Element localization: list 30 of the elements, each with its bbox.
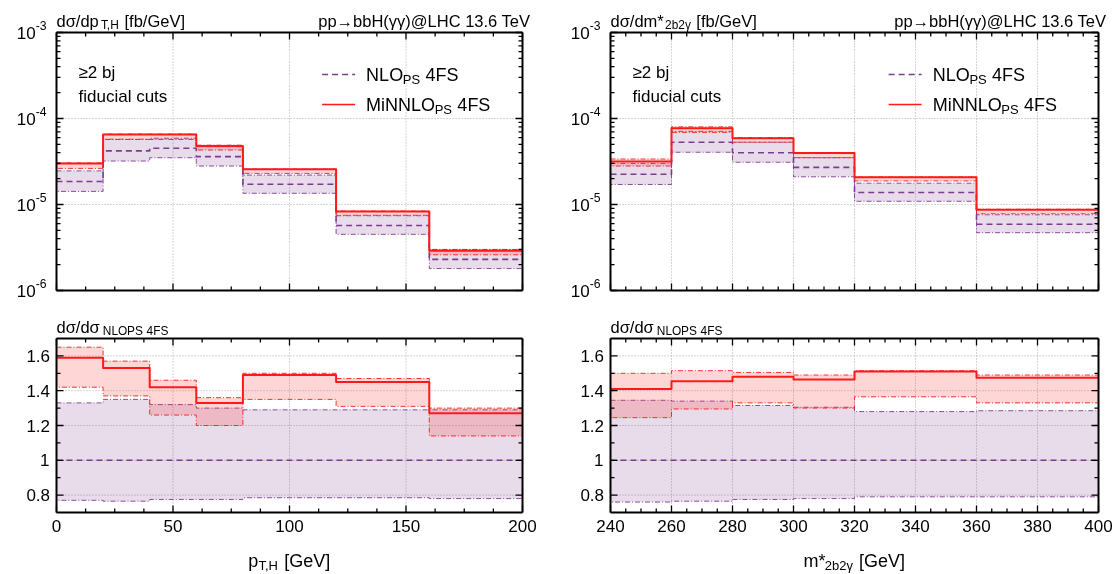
x-tick-label: 150 [391,516,421,536]
annotation: fiducial cuts [632,87,722,106]
x-tick-label: 280 [718,516,747,536]
annotation: ≥2 bj [78,63,116,82]
x-tick-label: 240 [596,516,625,536]
y-tick-label: 1.2 [580,416,605,436]
annotation: fiducial cuts [78,87,168,106]
annotation: ≥2 bj [632,63,670,82]
x-tick-label: 0 [51,516,62,536]
y-tick-label: 1.2 [26,416,51,436]
x-tick-label: 380 [1023,516,1052,536]
y-tick-label: 0.8 [580,486,605,506]
y-tick-label: 1 [39,451,50,471]
y-tick-label: 1.6 [580,346,605,366]
x-tick-label: 320 [840,516,869,536]
x-tick-label: 360 [962,516,991,536]
y-tick-label: 1.4 [580,381,605,401]
x-tick-label: 260 [657,516,686,536]
y-tick-label: 1.4 [26,381,51,401]
x-tick-label: 340 [901,516,930,536]
chart-title: pp→bbH(γγ)@LHC 13.6 TeV [318,11,531,30]
y-tick-label: 0.8 [26,486,51,506]
x-tick-label: 400 [1084,516,1113,536]
y-tick-label: 1.6 [26,346,51,366]
y-tick-label: 1 [593,451,604,471]
x-tick-label: 200 [508,516,537,536]
chart-title: pp→bbH(γγ)@LHC 13.6 TeV [894,11,1107,30]
x-tick-label: 100 [275,516,304,536]
x-tick-label: 50 [163,516,183,536]
x-tick-label: 300 [779,516,808,536]
